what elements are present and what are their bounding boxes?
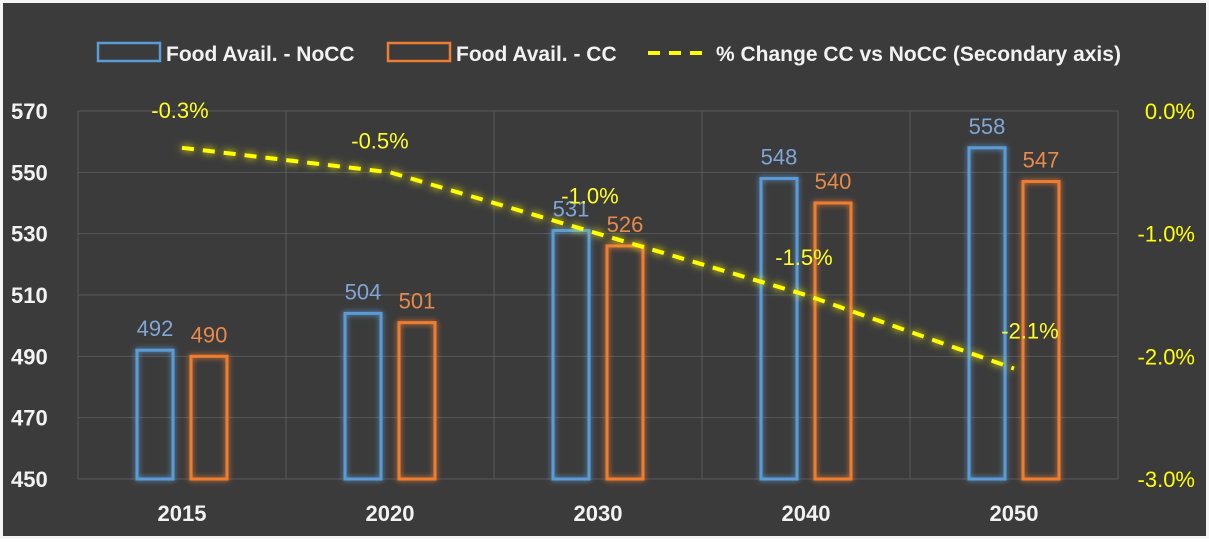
legend-label: Food Avail. - NoCC xyxy=(166,43,355,66)
line-value-label: -2.1% xyxy=(1001,319,1058,344)
y2-tick-label: 0.0% xyxy=(1145,99,1195,124)
y1-tick-label: 530 xyxy=(11,222,48,247)
line-value-label: -0.3% xyxy=(151,98,208,123)
bar xyxy=(343,311,383,481)
bar xyxy=(813,201,853,481)
bar-value-label: 558 xyxy=(969,114,1006,139)
bar-value-label: 492 xyxy=(137,316,174,341)
gridlines xyxy=(77,110,1119,480)
x-tick-label: 2050 xyxy=(990,501,1039,526)
legend-label: % Change CC vs NoCC (Secondary axis) xyxy=(716,43,1121,66)
bar xyxy=(397,321,437,481)
bar xyxy=(759,176,799,481)
bar-value-label: 548 xyxy=(761,144,798,169)
bar-value-label: 531 xyxy=(553,197,590,222)
y1-tick-label: 470 xyxy=(11,406,48,431)
line-series xyxy=(181,145,1015,371)
bar-value-label: 490 xyxy=(191,322,228,347)
y1-tick-label: 510 xyxy=(11,283,48,308)
primary-y-axis: 450 470 490 510 530 550 570 xyxy=(11,99,48,492)
y1-tick-label: 550 xyxy=(11,160,48,185)
chart: 450 470 490 510 530 550 570 -3.0% -2.0% -1.0% 0.0… xyxy=(11,41,1195,526)
legend-swatch xyxy=(96,41,162,63)
data-labels: 492 504 531 548 558 490 501 526 540 547 -0.3% -0.5%… xyxy=(137,98,1060,348)
y2-tick-label: -2.0% xyxy=(1138,344,1195,369)
bar xyxy=(1021,180,1061,481)
y2-tick-label: -1.0% xyxy=(1138,222,1195,247)
bar xyxy=(967,146,1007,481)
line-value-label: -0.5% xyxy=(351,128,408,153)
y2-tick-label: -3.0% xyxy=(1138,467,1195,492)
y1-tick-label: 570 xyxy=(11,99,48,124)
x-tick-label: 2015 xyxy=(158,501,207,526)
x-tick-label: 2040 xyxy=(782,501,831,526)
line-value-label: -1.5% xyxy=(775,245,832,270)
bar xyxy=(551,229,591,481)
y1-tick-label: 490 xyxy=(11,344,48,369)
legend-swatch xyxy=(386,41,452,63)
x-tick-label: 2030 xyxy=(574,501,623,526)
bar-value-label: 547 xyxy=(1023,148,1060,173)
bar xyxy=(605,244,645,481)
bar xyxy=(135,348,175,481)
bar xyxy=(189,354,229,481)
legend-label: Food Avail. - CC xyxy=(456,43,617,66)
secondary-y-axis: -3.0% -2.0% -1.0% 0.0% xyxy=(1138,99,1195,492)
percent-change-line xyxy=(181,145,1015,371)
bar-value-label: 526 xyxy=(607,212,644,237)
y1-tick-label: 450 xyxy=(11,467,48,492)
line-value-label: -1.0% xyxy=(561,184,618,209)
bar-value-label: 504 xyxy=(345,279,382,304)
legend: Food Avail. - NoCC Food Avail. - CC % Chan… xyxy=(96,41,1121,66)
x-axis: 2015 2020 2030 2040 2050 xyxy=(158,501,1039,526)
x-tick-label: 2020 xyxy=(366,501,415,526)
bars xyxy=(135,146,1061,481)
bar-value-label: 540 xyxy=(815,169,852,194)
bar-value-label: 501 xyxy=(399,289,436,314)
